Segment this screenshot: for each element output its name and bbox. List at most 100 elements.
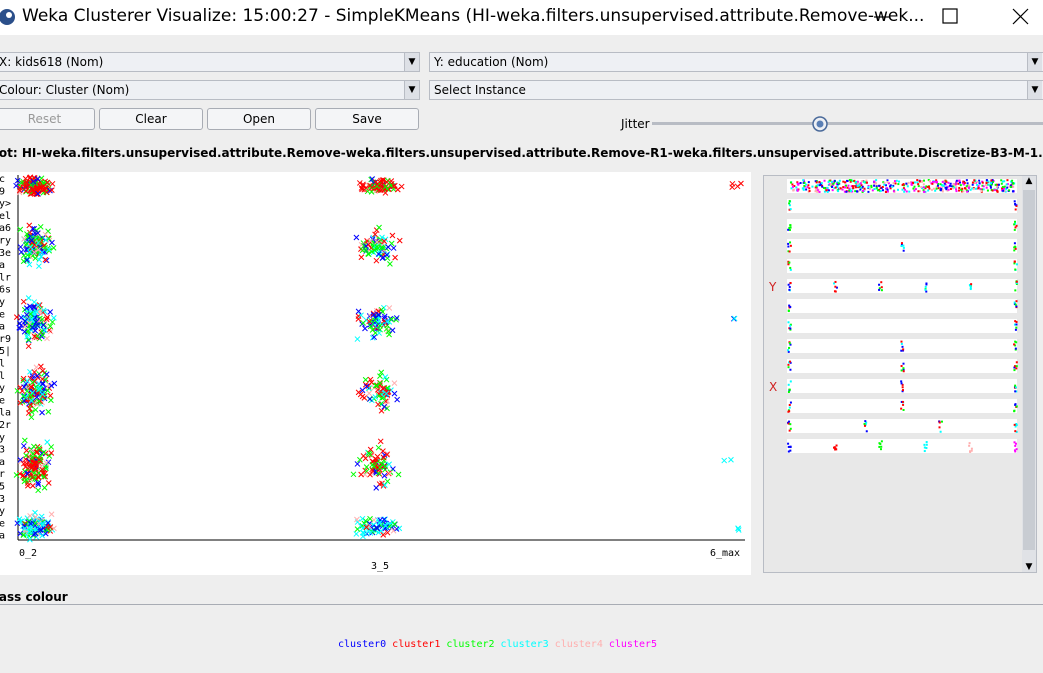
point xyxy=(23,447,30,454)
strip-dot xyxy=(796,188,799,191)
scrollbar[interactable]: ▲ ▼ xyxy=(1022,176,1036,572)
strip-dot xyxy=(991,179,994,182)
point xyxy=(22,175,29,182)
point xyxy=(381,482,388,488)
point xyxy=(367,321,373,328)
strip-dot xyxy=(941,188,944,191)
strip-dot xyxy=(897,183,900,186)
point xyxy=(44,179,51,186)
point xyxy=(377,380,384,387)
strip-dot xyxy=(828,183,831,186)
strip-dot xyxy=(1005,187,1008,190)
legend-entry: cluster1 xyxy=(392,639,441,650)
point xyxy=(385,244,392,250)
point xyxy=(23,452,29,459)
jitter-slider[interactable] xyxy=(650,114,1043,134)
strip-dot xyxy=(1015,305,1018,308)
strip-dot xyxy=(787,250,790,253)
point xyxy=(34,175,41,182)
point xyxy=(367,530,374,536)
point xyxy=(23,305,30,311)
strip-dot xyxy=(787,450,790,453)
point xyxy=(29,187,36,194)
point xyxy=(366,318,373,325)
colour-select-text: Colour: Cluster (Nom) xyxy=(0,83,130,97)
reset-button[interactable]: Reset xyxy=(0,108,95,130)
strip-dot xyxy=(1013,369,1016,372)
strip-dot xyxy=(1013,228,1016,231)
strip-dot xyxy=(1014,390,1017,393)
strip-dot xyxy=(853,185,856,188)
strip-dot xyxy=(912,181,915,184)
strip-dot xyxy=(788,202,791,205)
point xyxy=(370,311,377,318)
point xyxy=(42,237,49,243)
point xyxy=(16,320,23,327)
strip-dot xyxy=(871,189,874,192)
point xyxy=(353,234,360,241)
point xyxy=(382,183,389,190)
open-button[interactable]: Open xyxy=(207,108,311,130)
legend-entry: cluster3 xyxy=(500,639,549,650)
point xyxy=(358,312,364,319)
strip-dot xyxy=(864,423,867,426)
strip-dot xyxy=(870,184,873,187)
strip-dot xyxy=(868,187,871,190)
strip-dot xyxy=(878,184,881,187)
strip-dot xyxy=(900,407,903,410)
point xyxy=(20,375,27,382)
strip-dot xyxy=(1006,183,1009,186)
strip-dot xyxy=(949,182,952,185)
point xyxy=(360,453,367,459)
strip-dot xyxy=(788,288,791,291)
strip xyxy=(787,319,1017,333)
point xyxy=(35,185,42,192)
point xyxy=(33,449,40,456)
separator xyxy=(0,604,1043,605)
strip-dot xyxy=(941,190,944,193)
strip-dot xyxy=(886,181,889,184)
point xyxy=(26,261,33,268)
strip-dot xyxy=(968,442,971,445)
point xyxy=(376,224,382,231)
clear-button[interactable]: Clear xyxy=(99,108,203,130)
strip-dot xyxy=(833,290,836,293)
attribute-strips[interactable] xyxy=(764,176,1022,572)
strip-dot xyxy=(850,185,853,188)
y-select[interactable]: Y: education (Nom) ▼ xyxy=(429,52,1043,72)
strip-dot xyxy=(1010,180,1013,183)
strip-dot xyxy=(927,179,930,182)
strip-dot xyxy=(1013,343,1016,346)
point xyxy=(49,180,56,187)
strip-dot xyxy=(902,367,905,370)
instance-select[interactable]: Select Instance ▼ xyxy=(429,80,1043,100)
window-controls[interactable] xyxy=(860,0,1043,35)
point xyxy=(29,482,36,489)
colour-select[interactable]: Colour: Cluster (Nom) ▼ xyxy=(0,80,420,100)
strip-dot xyxy=(1014,226,1017,229)
strip-dot xyxy=(940,420,943,423)
strip-dot xyxy=(955,180,958,183)
save-button[interactable]: Save xyxy=(315,108,419,130)
strip-dot xyxy=(971,187,974,190)
strip-dot xyxy=(931,180,934,183)
strip-dot xyxy=(822,186,825,189)
strip-dot xyxy=(788,304,791,307)
x-select[interactable]: X: kids618 (Nom) ▼ xyxy=(0,52,420,72)
strip-dot xyxy=(955,186,958,189)
point xyxy=(391,521,398,528)
strip-dot xyxy=(946,189,949,192)
strip-dot xyxy=(880,281,883,284)
strip-dot xyxy=(974,179,977,182)
strip-dot xyxy=(829,183,832,186)
strip-dot xyxy=(917,183,920,186)
x-label: 6_max xyxy=(710,548,740,559)
point xyxy=(389,327,396,334)
point xyxy=(28,392,35,399)
strip-dot xyxy=(788,406,791,409)
point xyxy=(27,536,33,543)
point xyxy=(24,480,31,486)
y-label: 3 xyxy=(0,445,5,456)
strip-dot xyxy=(873,180,876,183)
strip-dot xyxy=(789,268,792,271)
